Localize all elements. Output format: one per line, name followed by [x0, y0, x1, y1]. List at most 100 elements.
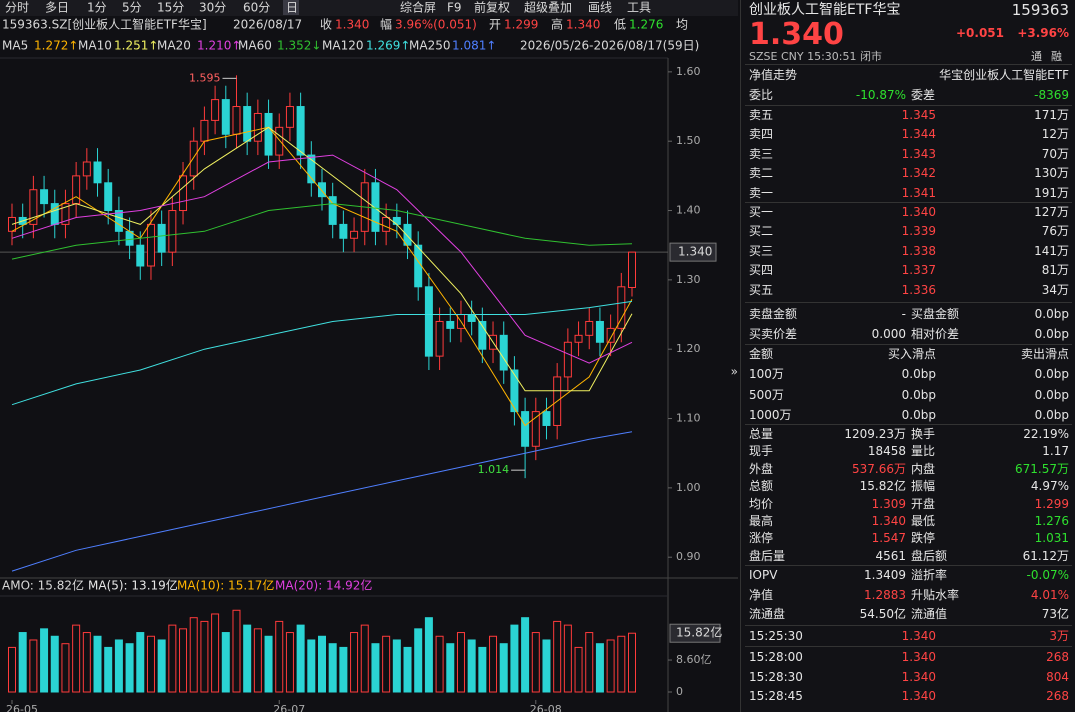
- stat-cell: 涨停: [749, 531, 774, 546]
- tool[interactable]: 超级叠加: [524, 0, 572, 15]
- bid-cell: 1.336: [901, 282, 936, 297]
- stat-cell: 盘后额: [911, 548, 948, 563]
- fund-cell: 1.3409: [864, 568, 906, 582]
- bid-cell: 141万: [1034, 243, 1069, 258]
- volume-bar: [221, 632, 230, 693]
- last-price: 1.340: [749, 17, 844, 52]
- trade-cell: 15:28:00: [749, 650, 803, 664]
- tab[interactable]: 1分: [87, 1, 107, 15]
- y-tick-label: 1.30: [676, 273, 701, 286]
- fund-cell: 升贴水率: [911, 587, 960, 602]
- volume-bar: [531, 632, 540, 693]
- slippage-cell: 买入滑点: [887, 347, 936, 361]
- fund-cell: 流通值: [911, 607, 948, 622]
- tool[interactable]: 前复权: [474, 0, 510, 15]
- volume-bar: [104, 646, 113, 693]
- field-value: 1.340: [335, 18, 369, 32]
- slippage-cell: 0.0bp: [901, 387, 936, 402]
- tab[interactable]: 15分: [157, 1, 184, 15]
- trade-cell: 268: [1046, 650, 1069, 664]
- tool[interactable]: 工具: [627, 1, 651, 15]
- tool[interactable]: 画线: [588, 1, 612, 15]
- trade-cell: 268: [1046, 689, 1069, 703]
- candle-body: [414, 244, 423, 288]
- stat-cell: 总量: [749, 427, 774, 441]
- candle-body: [478, 320, 487, 350]
- volume-bar: [285, 632, 294, 693]
- volume-bar: [328, 643, 337, 693]
- ask-cell: 171万: [1034, 108, 1069, 122]
- bid-cell: 76万: [1041, 224, 1069, 239]
- ask-cell: 1.341: [901, 185, 936, 200]
- slippage-cell: 0.0bp: [901, 367, 936, 382]
- trade-cell: 804: [1046, 669, 1069, 684]
- bid-cell: 81万: [1041, 263, 1069, 278]
- volume-bar: [211, 613, 220, 693]
- volume-bar: [382, 635, 391, 693]
- candle-body: [168, 210, 177, 253]
- bid-cell: 127万: [1034, 205, 1069, 219]
- y-tick-label: 1.10: [676, 412, 701, 425]
- volume-bar: [499, 643, 508, 693]
- volume-bar: [40, 628, 49, 693]
- field-label: 收: [320, 18, 332, 32]
- change-pct: +3.96%: [1017, 26, 1069, 40]
- badge: 通: [1031, 49, 1042, 63]
- candle-body: [617, 286, 626, 329]
- tab[interactable]: 多日: [45, 1, 69, 15]
- candle-body: [510, 369, 519, 413]
- candle-body: [253, 112, 262, 142]
- volume-bar: [168, 624, 177, 693]
- y-tick-label: 1.20: [676, 342, 701, 355]
- candle-body: [585, 320, 594, 336]
- slippage-cell: 0.0bp: [1034, 387, 1069, 402]
- candle-body: [435, 320, 444, 357]
- volume-bar: [521, 617, 530, 693]
- stat-cell: 1.031: [1034, 531, 1069, 546]
- collapse-arrow[interactable]: »: [731, 365, 738, 379]
- candle-body: [628, 251, 636, 288]
- security-name: 创业板人工智能ETF华宝: [749, 2, 901, 18]
- fund-cell: -0.07%: [1026, 568, 1069, 582]
- separator: [745, 646, 1072, 647]
- tab[interactable]: 60分: [243, 1, 270, 15]
- tab[interactable]: 5分: [122, 1, 142, 15]
- ask-cell: 卖五: [749, 108, 774, 122]
- candle-body: [285, 106, 294, 128]
- candle-body: [606, 327, 615, 343]
- candle-body: [93, 161, 102, 184]
- tab[interactable]: 30分: [199, 1, 226, 15]
- ma-legend-name: MA250: [409, 39, 450, 53]
- volume-bar: [8, 646, 16, 693]
- field-value: 3.96%(0.051): [395, 18, 477, 32]
- ma-legend-value: 1.251↑: [114, 39, 158, 53]
- stat-cell: 4561: [875, 548, 906, 563]
- bid-cell: 买四: [749, 263, 774, 278]
- market-line: SZSE CNY 15:30:51 闭市: [749, 49, 882, 63]
- slippage-cell: 卖出滑点: [1020, 347, 1069, 361]
- tab[interactable]: 日: [286, 1, 298, 15]
- candle-body: [446, 320, 455, 329]
- ma-legend-name: MA120: [322, 39, 363, 53]
- candle-body: [339, 223, 348, 239]
- ma-legend-name: MA60: [238, 39, 272, 53]
- volume-bar: [617, 635, 626, 693]
- stat-cell: 15.82亿: [859, 479, 906, 494]
- tool[interactable]: 综合屏: [400, 0, 436, 15]
- trade-cell: 3万: [1049, 629, 1069, 643]
- field-label: 低: [614, 18, 626, 32]
- volume-bar: [478, 646, 487, 693]
- candle-body: [499, 334, 508, 371]
- toolbar-bg: [0, 0, 738, 16]
- annotation-label: 1.595: [189, 71, 221, 84]
- volume-bar: [435, 635, 444, 693]
- ma-line: [11, 154, 633, 364]
- candle-body: [72, 175, 81, 205]
- stat-cell: 1.309: [871, 496, 906, 511]
- ask-cell: 1.343: [901, 146, 936, 161]
- tab[interactable]: 分时: [5, 1, 29, 15]
- tool[interactable]: F9: [447, 1, 462, 15]
- y-tick-label: 1.00: [676, 481, 701, 494]
- volume-bar: [307, 639, 316, 693]
